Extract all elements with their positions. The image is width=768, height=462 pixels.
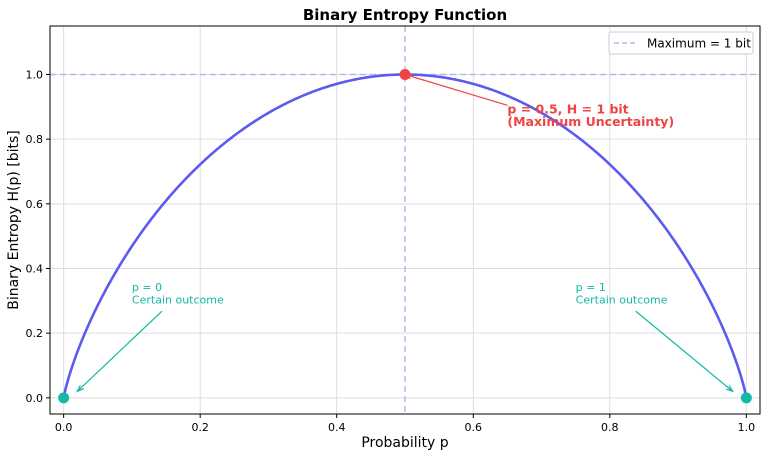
x-axis-label: Probability p: [361, 435, 448, 451]
arrowhead-icon: [725, 385, 735, 393]
x-tick-label: 0.6: [465, 421, 483, 434]
y-tick-label: 0.2: [26, 327, 44, 340]
annotation-text: p = 0: [132, 281, 162, 294]
x-tick-label: 0.8: [601, 421, 619, 434]
chart-title: Binary Entropy Function: [303, 6, 507, 24]
reference-lines: [50, 26, 760, 414]
annotation-text: Certain outcome: [576, 294, 668, 307]
annotation-arrow: [635, 310, 734, 392]
x-tick-label: 0.2: [191, 421, 209, 434]
data-point-marker: [740, 392, 752, 404]
points: [58, 69, 752, 404]
data-point-marker: [58, 392, 70, 404]
y-tick-label: 0.0: [26, 392, 44, 405]
y-tick-label: 1.0: [26, 69, 44, 82]
plot-frame: [49, 25, 761, 415]
y-axis-label: Binary Entropy H(p) [bits]: [6, 130, 22, 310]
annotation-arrow: [404, 73, 508, 106]
x-tick-label: 0.0: [55, 421, 73, 434]
x-tick-label: 1.0: [738, 421, 756, 434]
legend-box: [608, 31, 754, 55]
legend-label: Maximum = 1 bit: [647, 37, 751, 51]
x-tick-label: 0.4: [328, 421, 346, 434]
annotation-text: p = 1: [576, 281, 606, 294]
y-tick-label: 0.8: [26, 133, 44, 146]
annotations: p = 0.5, H = 1 bit(Maximum Uncertainty) p…: [76, 73, 735, 393]
arrowhead-icon: [76, 384, 84, 393]
annotation-text: p = 0.5, H = 1 bit: [507, 101, 628, 116]
data-point-marker: [399, 69, 411, 80]
y-tick-label: 0.6: [26, 198, 44, 211]
legend: Maximum = 1 bit: [608, 31, 754, 55]
ticks: 0.0 0.2 0.4 0.6 0.8 1.0 0.0 0.2 0.4 0.6 0.8 1.0: [26, 69, 756, 435]
y-tick-label: 0.4: [26, 263, 44, 276]
annotation-text: (Maximum Uncertainty): [507, 114, 674, 129]
annotation-text: Certain outcome: [132, 294, 224, 307]
annotation-arrow: [76, 310, 163, 392]
